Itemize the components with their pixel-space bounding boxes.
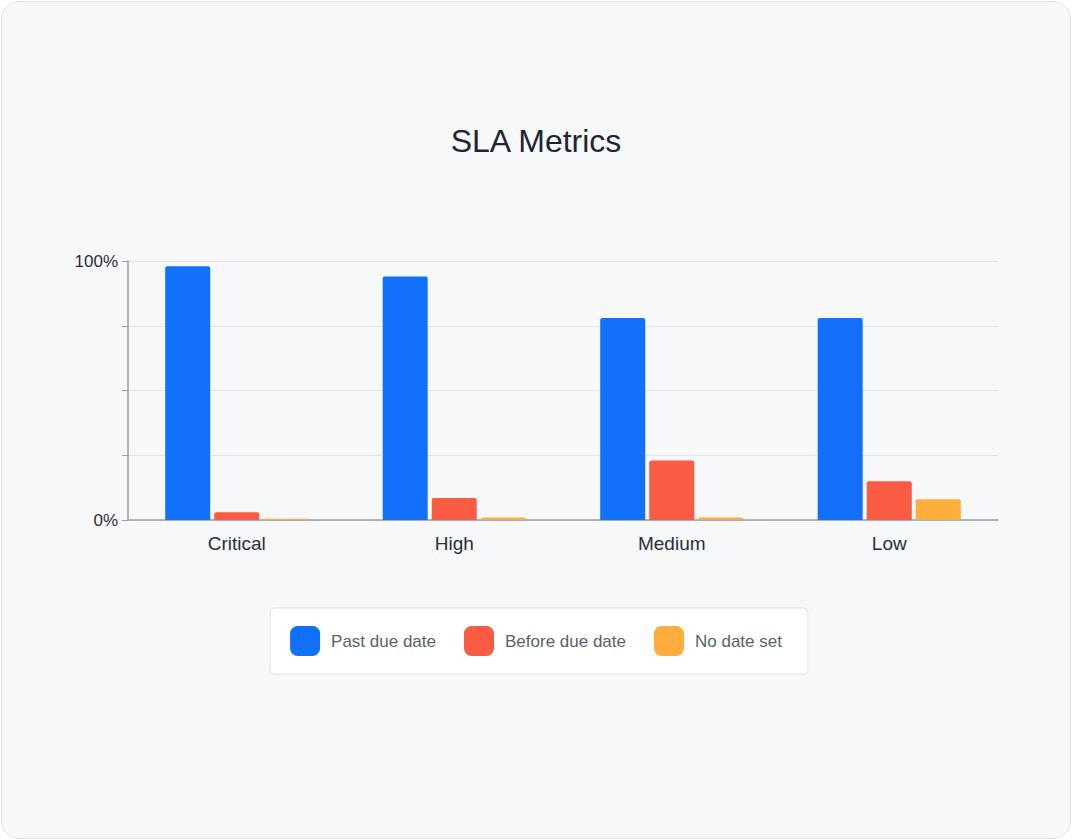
svg-text:Low: Low	[872, 533, 907, 554]
svg-text:100%: 100%	[75, 252, 118, 271]
svg-text:Past due date: Past due date	[331, 632, 436, 651]
svg-text:Medium: Medium	[638, 533, 706, 554]
svg-text:Critical: Critical	[208, 533, 266, 554]
svg-text:SLA Metrics: SLA Metrics	[451, 123, 622, 159]
svg-text:No date set: No date set	[695, 632, 782, 651]
svg-text:High: High	[435, 533, 474, 554]
svg-text:0%: 0%	[93, 511, 118, 530]
svg-text:Before due date: Before due date	[505, 632, 626, 651]
